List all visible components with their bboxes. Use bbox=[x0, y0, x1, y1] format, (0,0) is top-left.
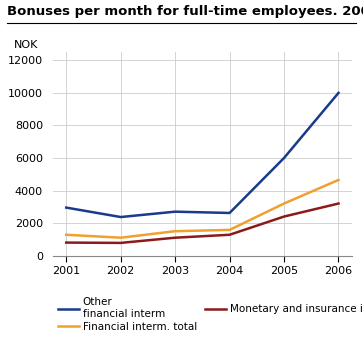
Legend: Other
financial interm, Financial interm. total, Monetary and insurance interm: Other financial interm, Financial interm… bbox=[58, 297, 363, 332]
Text: NOK: NOK bbox=[14, 40, 38, 50]
Text: Bonuses per month for full-time employees. 2001-2006: Bonuses per month for full-time employee… bbox=[7, 5, 363, 18]
